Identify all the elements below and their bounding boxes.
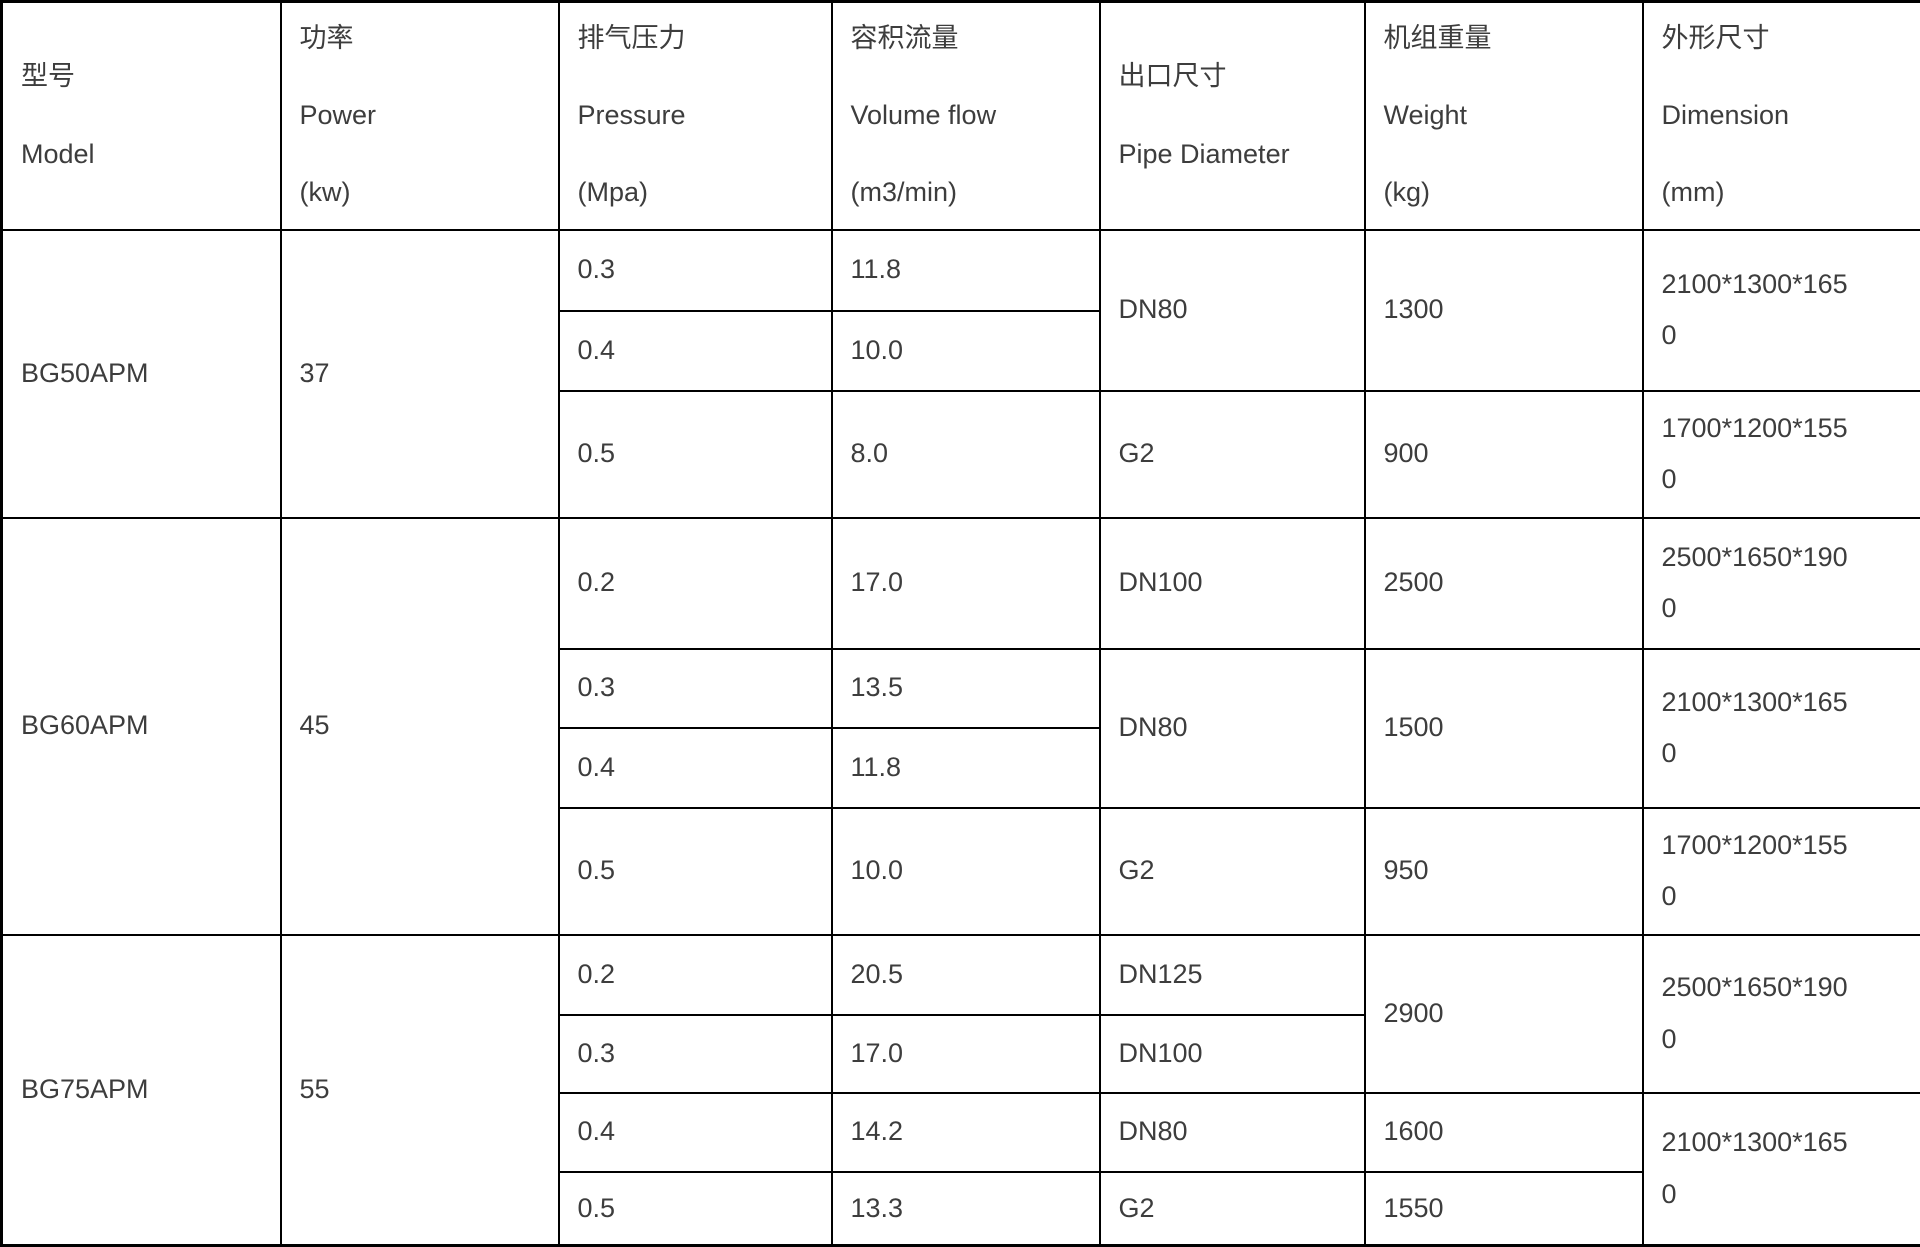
pressure-cell: 0.3 [557,647,833,729]
pressure-cell: 0.2 [557,516,833,650]
weight-cell: 1300 [1363,228,1644,392]
header-dimension-zh: 外形尺寸 [1661,22,1770,53]
pressure-cell: 0.4 [557,726,833,809]
pressure-cell: 0.2 [557,933,833,1016]
pipe-cell: DN80 [1098,228,1366,392]
dimension-cell: 2100*1300*1650 [1641,647,1920,809]
weight-cell: 1600 [1363,1091,1644,1173]
pipe-cell: DN80 [1098,647,1366,809]
header-power-zh: 功率 [299,22,354,53]
header-dimension-en: Dimension [1661,100,1790,131]
header-power: 功率 Power (kw) [279,0,560,231]
table-row: BG60APM 45 0.2 17.0 DN100 2500 2500*1650… [0,516,1920,936]
pressure-cell: 0.3 [557,228,833,312]
model-cell: BG60APM [0,516,282,936]
power-cell: 55 [279,933,560,1247]
header-pressure-en: Pressure [577,100,686,131]
header-weight: 机组重量 Weight (kg) [1363,0,1644,231]
header-pipe-en: Pipe Diameter [1118,138,1290,169]
header-model-en: Model [21,138,95,169]
flow-cell: 11.8 [830,726,1101,809]
pipe-cell: DN100 [1098,516,1366,650]
header-power-en: Power [299,100,377,131]
header-weight-en: Weight [1383,100,1468,131]
power-cell: 45 [279,516,560,936]
pressure-cell: 0.5 [557,806,833,936]
pressure-cell: 0.4 [557,309,833,392]
pipe-cell: G2 [1098,806,1366,936]
flow-cell: 13.5 [830,647,1101,729]
weight-cell: 2500 [1363,516,1644,650]
header-pipe: 出口尺寸 Pipe Diameter [1098,0,1366,231]
header-pressure-zh: 排气压力 [577,22,686,53]
table-row: 0.4 11.8 [2,726,1920,809]
header-flow: 容积流量 Volume flow (m3/min) [830,0,1101,231]
header-pressure: 排气压力 Pressure (Mpa) [557,0,833,231]
weight-cell: 950 [1363,806,1644,936]
dimension-cell: 2100*1300*1650 [1641,1091,1920,1247]
pressure-cell: 0.3 [557,1013,833,1094]
header-weight-unit: (kg) [1383,177,1431,208]
dimension-cell: 2500*1650*1900 [1641,933,1920,1094]
table-row: 0.4 14.2 DN80 1600 2100*1300*1650 [2,1091,1920,1247]
table-row: BG50APM 37 0.3 11.8 DN80 1300 2100*1300*… [0,228,1920,519]
dimension-cell: 2500*1650*1900 [1641,516,1920,650]
flow-cell: 17.0 [830,516,1101,650]
table-row: 0.3 13.5 DN80 1500 2100*1300*1650 [2,647,1920,809]
header-dimension: 外形尺寸 Dimension (mm) [1641,0,1920,231]
pipe-cell: G2 [1098,389,1366,519]
header-model-zh: 型号 [21,61,75,92]
pipe-cell: DN100 [1098,1013,1366,1094]
flow-cell: 17.0 [830,1013,1101,1094]
header-flow-zh: 容积流量 [850,22,959,53]
pressure-cell: 0.4 [557,1091,833,1173]
weight-cell: 1550 [1363,1170,1644,1247]
pipe-cell: DN125 [1098,933,1366,1016]
flow-cell: 14.2 [830,1091,1101,1173]
header-weight-zh: 机组重量 [1383,22,1492,53]
flow-cell: 10.0 [830,309,1101,392]
table-row: 0.5 13.3 G2 1550 [2,1170,1920,1247]
header-flow-en: Volume flow [850,100,997,131]
weight-cell: 2900 [1363,933,1644,1094]
flow-cell: 11.8 [830,228,1101,312]
pipe-cell: G2 [1098,1170,1366,1247]
flow-cell: 20.5 [830,933,1101,1016]
table-row: 0.5 8.0 G2 900 1700*1200*1550 [2,389,1920,519]
power-cell: 37 [279,228,560,519]
header-flow-unit: (m3/min) [850,177,958,208]
weight-cell: 900 [1363,389,1644,519]
header-dimension-unit: (mm) [1661,177,1725,208]
table-row: 0.5 10.0 G2 950 1700*1200*1550 [2,806,1920,936]
dimension-cell: 1700*1200*1550 [1641,806,1920,936]
header-model: 型号 Model [0,0,282,231]
flow-cell: 13.3 [830,1170,1101,1247]
header-power-unit: (kw) [299,177,351,208]
weight-cell: 1500 [1363,647,1644,809]
table-row: 0.3 17.0 DN100 [2,1013,1920,1094]
dimension-cell: 1700*1200*1550 [1641,389,1920,519]
pressure-cell: 0.5 [557,1170,833,1247]
flow-cell: 10.0 [830,806,1101,936]
model-cell: BG50APM [0,228,282,519]
pressure-cell: 0.5 [557,389,833,519]
flow-cell: 8.0 [830,389,1101,519]
table-header-row: 型号 Model 功率 Power (kw) 排气压力 Pressure (Mp… [0,0,1920,231]
pipe-cell: DN80 [1098,1091,1366,1173]
table-row: 0.4 10.0 [2,309,1920,392]
table-row: BG75APM 55 0.2 20.5 DN125 2900 2500*1650… [0,933,1920,1247]
header-pipe-zh: 出口尺寸 [1118,61,1227,92]
model-cell: BG75APM [0,933,282,1247]
header-pressure-unit: (Mpa) [577,177,649,208]
dimension-cell: 2100*1300*1650 [1641,228,1920,392]
